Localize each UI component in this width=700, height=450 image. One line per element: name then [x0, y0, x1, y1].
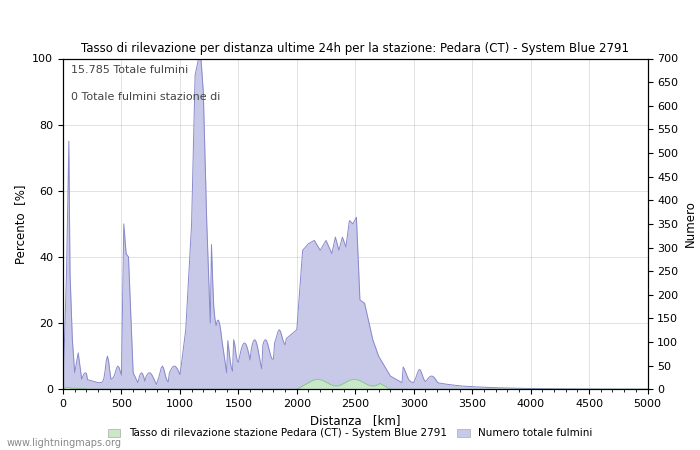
Y-axis label: Numero: Numero — [684, 200, 697, 248]
Text: 0 Totale fulmini stazione di: 0 Totale fulmini stazione di — [71, 92, 220, 102]
Text: www.lightningmaps.org: www.lightningmaps.org — [7, 438, 122, 448]
Y-axis label: Percento  [%]: Percento [%] — [14, 184, 27, 264]
Text: 15.785 Totale fulmini: 15.785 Totale fulmini — [71, 65, 188, 75]
Legend: Tasso di rilevazione stazione Pedara (CT) - System Blue 2791, Numero totale fulm: Tasso di rilevazione stazione Pedara (CT… — [104, 424, 596, 442]
Title: Tasso di rilevazione per distanza ultime 24h per la stazione: Pedara (CT) - Syst: Tasso di rilevazione per distanza ultime… — [81, 41, 629, 54]
X-axis label: Distanza   [km]: Distanza [km] — [310, 414, 400, 428]
